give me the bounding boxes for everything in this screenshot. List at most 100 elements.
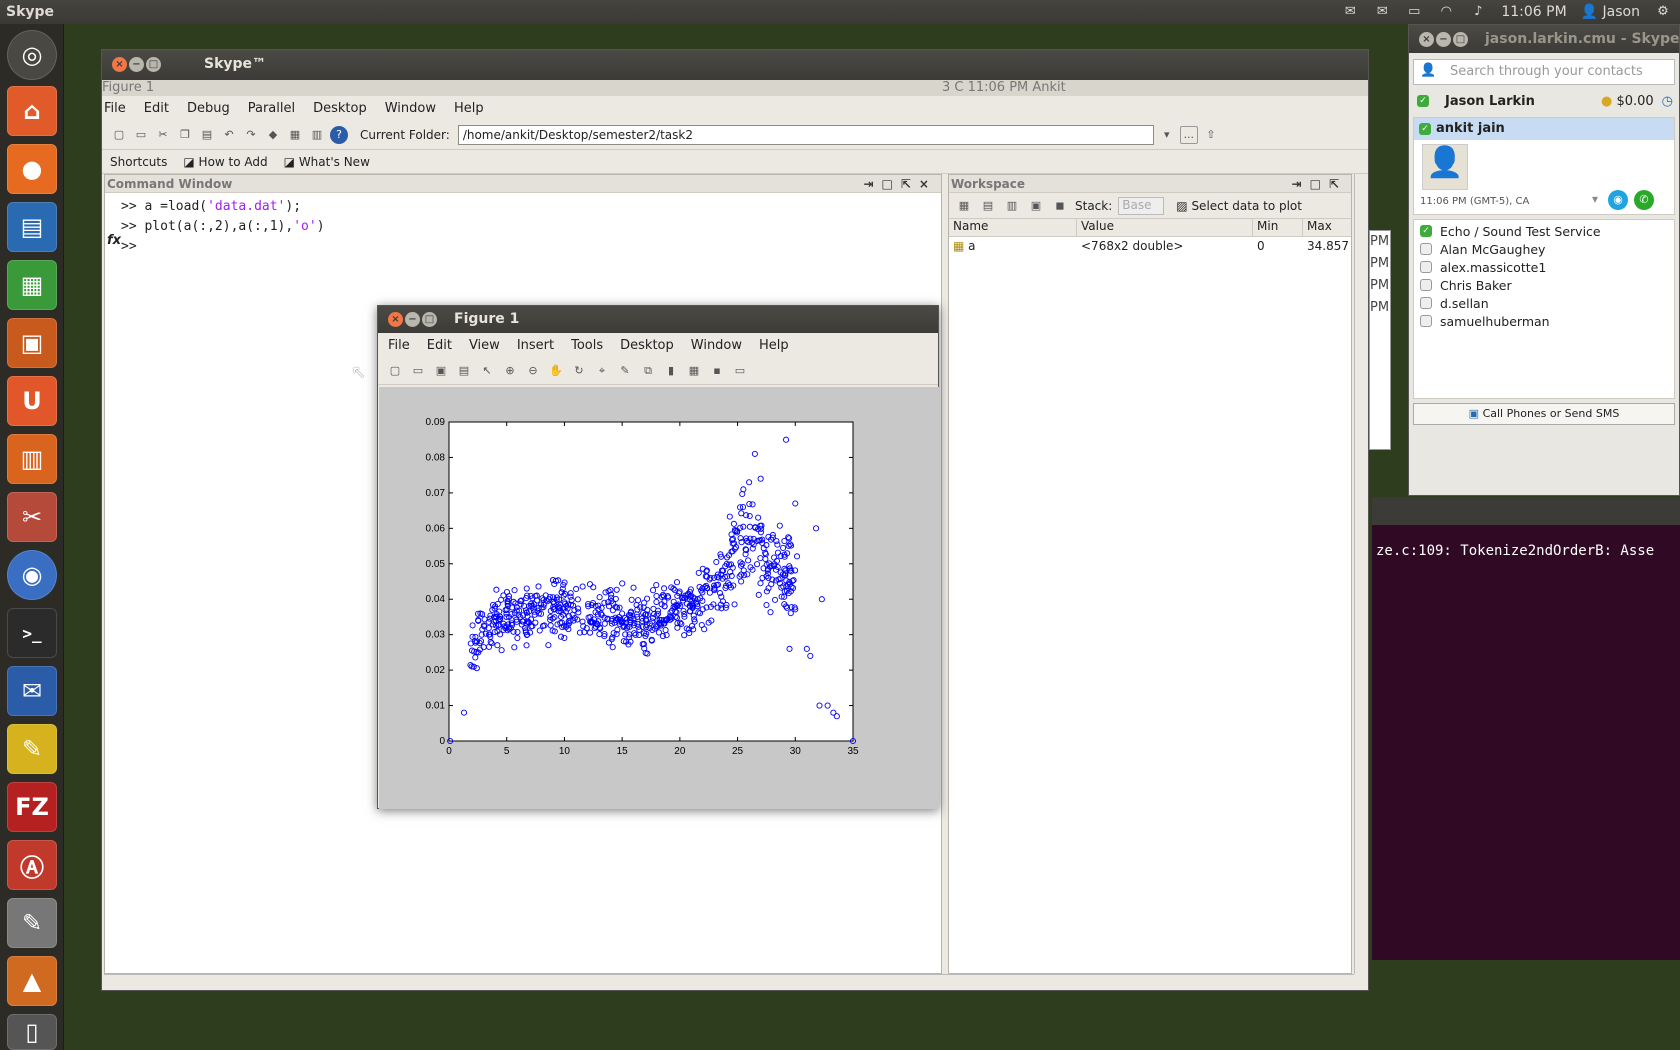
menu-insert[interactable]: Insert — [516, 337, 555, 353]
select-data-to-plot[interactable]: ▨ Select data to plot — [1176, 199, 1302, 213]
call-phones-button[interactable]: ▣ Call Phones or Send SMS — [1413, 403, 1675, 425]
copy-icon[interactable]: ❐ — [180, 128, 190, 141]
zoom-in-icon[interactable]: ⊕ — [505, 364, 515, 377]
thunderbird-icon[interactable]: ✉ — [7, 666, 57, 716]
data-cursor-icon[interactable]: ⌖ — [598, 363, 606, 377]
menu-view[interactable]: View — [468, 337, 500, 353]
selected-contact-card[interactable]: ✓ ankit jain 👤 11:06 PM (GMT-5), CA ▾ ◉ … — [1413, 117, 1675, 215]
calc-icon[interactable]: ▦ — [7, 260, 57, 310]
credit-balance[interactable]: ● $0.00 — [1601, 94, 1654, 109]
paste-icon[interactable]: ▤ — [201, 128, 213, 141]
print-icon[interactable]: ▤ — [458, 364, 470, 377]
hide-tools-icon[interactable]: ▪ — [713, 364, 721, 377]
settings-icon[interactable]: ✂ — [7, 492, 57, 542]
close-button[interactable]: × — [1419, 32, 1434, 47]
acrobat-icon[interactable]: Ⓐ — [7, 840, 57, 890]
chevron-down-icon[interactable]: ▾ — [1164, 128, 1170, 141]
profiler-icon[interactable]: ▥ — [311, 128, 323, 141]
column-max[interactable]: Max — [1307, 219, 1332, 233]
stack-select[interactable]: Base — [1118, 196, 1165, 215]
menu-window[interactable]: Window — [690, 337, 743, 353]
user-menu[interactable]: 👤 Jason — [1581, 4, 1640, 20]
files-icon[interactable]: ⌂ — [7, 86, 57, 136]
software-center-icon[interactable]: ▥ — [7, 434, 57, 484]
battery-icon[interactable]: ▭ — [1408, 4, 1421, 19]
menu-file[interactable]: File — [104, 100, 126, 116]
list-item[interactable]: Alan McGaughey — [1414, 240, 1674, 258]
chromium-icon[interactable]: ◉ — [7, 550, 57, 600]
save-icon[interactable]: ▣ — [435, 364, 447, 377]
menu-file[interactable]: File — [388, 337, 410, 353]
pan-icon[interactable]: ✋ — [549, 364, 563, 377]
command-input-line[interactable]: >> — [105, 237, 941, 257]
panel-controls[interactable]: ⇥□⇱× — [863, 177, 937, 191]
terminal-icon[interactable]: >_ — [7, 608, 57, 658]
legend-icon[interactable]: ▦ — [688, 364, 700, 377]
cut-icon[interactable]: ✂ — [158, 128, 168, 141]
browse-button[interactable]: ... — [1179, 125, 1198, 144]
skype-titlebar[interactable]: × − □ jason.larkin.cmu - Skype — [1409, 25, 1679, 53]
text-editor-icon[interactable]: ✎ — [7, 898, 57, 948]
pointer-icon[interactable]: ↖ — [482, 364, 492, 377]
list-item[interactable]: d.sellan — [1414, 294, 1674, 312]
figure-titlebar[interactable]: × − □ Figure 1 — [378, 306, 938, 333]
fx-icon[interactable]: fx — [107, 233, 122, 248]
gear-icon[interactable]: ⚙ — [1657, 4, 1669, 19]
figure-window[interactable]: × − □ Figure 1 File Edit View Insert Too… — [377, 305, 939, 809]
colorbar-icon[interactable]: ▮ — [667, 364, 675, 377]
menu-tools[interactable]: Tools — [571, 337, 604, 353]
ubuntu-one-icon[interactable]: U — [7, 376, 57, 426]
rotate-icon[interactable]: ↻ — [574, 364, 584, 377]
profile-bar[interactable]: ✓ Jason Larkin ● $0.00 ◷ — [1409, 85, 1679, 117]
vertical-scrollbar[interactable] — [1354, 174, 1368, 974]
workspace-panel[interactable]: Workspace ⇥□⇱ ▦ ▤ ▥ ▣ ◼ Stack: Base ▨ Se… — [948, 174, 1352, 974]
delete-icon[interactable]: ◼ — [1055, 199, 1065, 212]
menu-help[interactable]: Help — [759, 337, 789, 353]
writer-icon[interactable]: ▤ — [7, 202, 57, 252]
menu-debug[interactable]: Debug — [186, 100, 230, 116]
open-variable-icon[interactable]: ▤ — [982, 199, 994, 212]
zoom-out-icon[interactable]: ⊖ — [528, 364, 538, 377]
matlab-icon[interactable]: ▲ — [7, 956, 57, 1006]
menu-desktop[interactable]: Desktop — [313, 100, 367, 116]
guide-icon[interactable]: ▦ — [289, 128, 301, 141]
wifi-icon[interactable]: ◠ — [1440, 4, 1452, 19]
maximize-button[interactable]: □ — [1453, 32, 1468, 47]
chat-icon[interactable]: ◉ — [1608, 190, 1628, 210]
column-name[interactable]: Name — [949, 219, 1077, 236]
menu-window[interactable]: Window — [384, 100, 436, 116]
chevron-down-icon[interactable]: ▾ — [1592, 192, 1599, 206]
import-icon[interactable]: ▥ — [1006, 199, 1018, 212]
minimize-button[interactable]: − — [405, 312, 420, 327]
impress-icon[interactable]: ▣ — [7, 318, 57, 368]
help-icon[interactable]: ? — [330, 125, 348, 144]
menu-help[interactable]: Help — [453, 100, 484, 116]
new-variable-icon[interactable]: ▦ — [958, 199, 970, 212]
clock[interactable]: 11:06 PM — [1501, 4, 1567, 20]
scatter-plot[interactable]: 0 5 10 15 20 25 30 35 0 0.01 0.02 0.03 0.04 0.05 0.06 0… — [379, 387, 939, 809]
new-file-icon[interactable]: ▢ — [113, 128, 125, 141]
open-folder-icon[interactable]: ▭ — [135, 128, 147, 141]
menu-parallel[interactable]: Parallel — [247, 100, 296, 116]
current-folder-input[interactable]: /home/ankit/Desktop/semester2/task2 — [457, 124, 1154, 145]
clock-icon[interactable]: ◷ — [1661, 93, 1673, 109]
open-icon[interactable]: ▭ — [412, 364, 424, 377]
contact-search-input[interactable]: 👤 Search through your contacts — [1413, 59, 1675, 85]
call-icon[interactable]: ✆ — [1634, 190, 1654, 210]
firefox-icon[interactable]: ● — [7, 144, 57, 194]
matlab-titlebar[interactable]: × − □ Skype™ — [102, 50, 1368, 80]
brush-icon[interactable]: ✎ — [620, 364, 630, 377]
skype-window[interactable]: × − □ jason.larkin.cmu - Skype 👤 Search … — [1408, 24, 1680, 496]
list-item[interactable]: ✓ Echo / Sound Test Service — [1414, 222, 1674, 240]
plot-area[interactable]: 0 5 10 15 20 25 30 35 0 0.01 0.02 0.03 0.04 0.05 0.06 0… — [379, 387, 939, 809]
new-figure-icon[interactable]: ▢ — [389, 364, 401, 377]
save-icon[interactable]: ▣ — [1030, 199, 1042, 212]
dash-icon[interactable]: ◎ — [7, 30, 57, 80]
mail-icon[interactable]: ✉ — [1344, 4, 1356, 19]
shortcut-whats-new[interactable]: ◪ What's New — [284, 155, 370, 169]
list-item[interactable]: alex.massicotte1 — [1414, 258, 1674, 276]
trash-icon[interactable]: ▯ — [7, 1014, 57, 1050]
terminal-window[interactable]: ze.c:109: Tokenize2ndOrderB: Asse — [1372, 497, 1680, 960]
list-item[interactable]: Chris Baker — [1414, 276, 1674, 294]
link-icon[interactable]: ⧉ — [644, 363, 652, 377]
